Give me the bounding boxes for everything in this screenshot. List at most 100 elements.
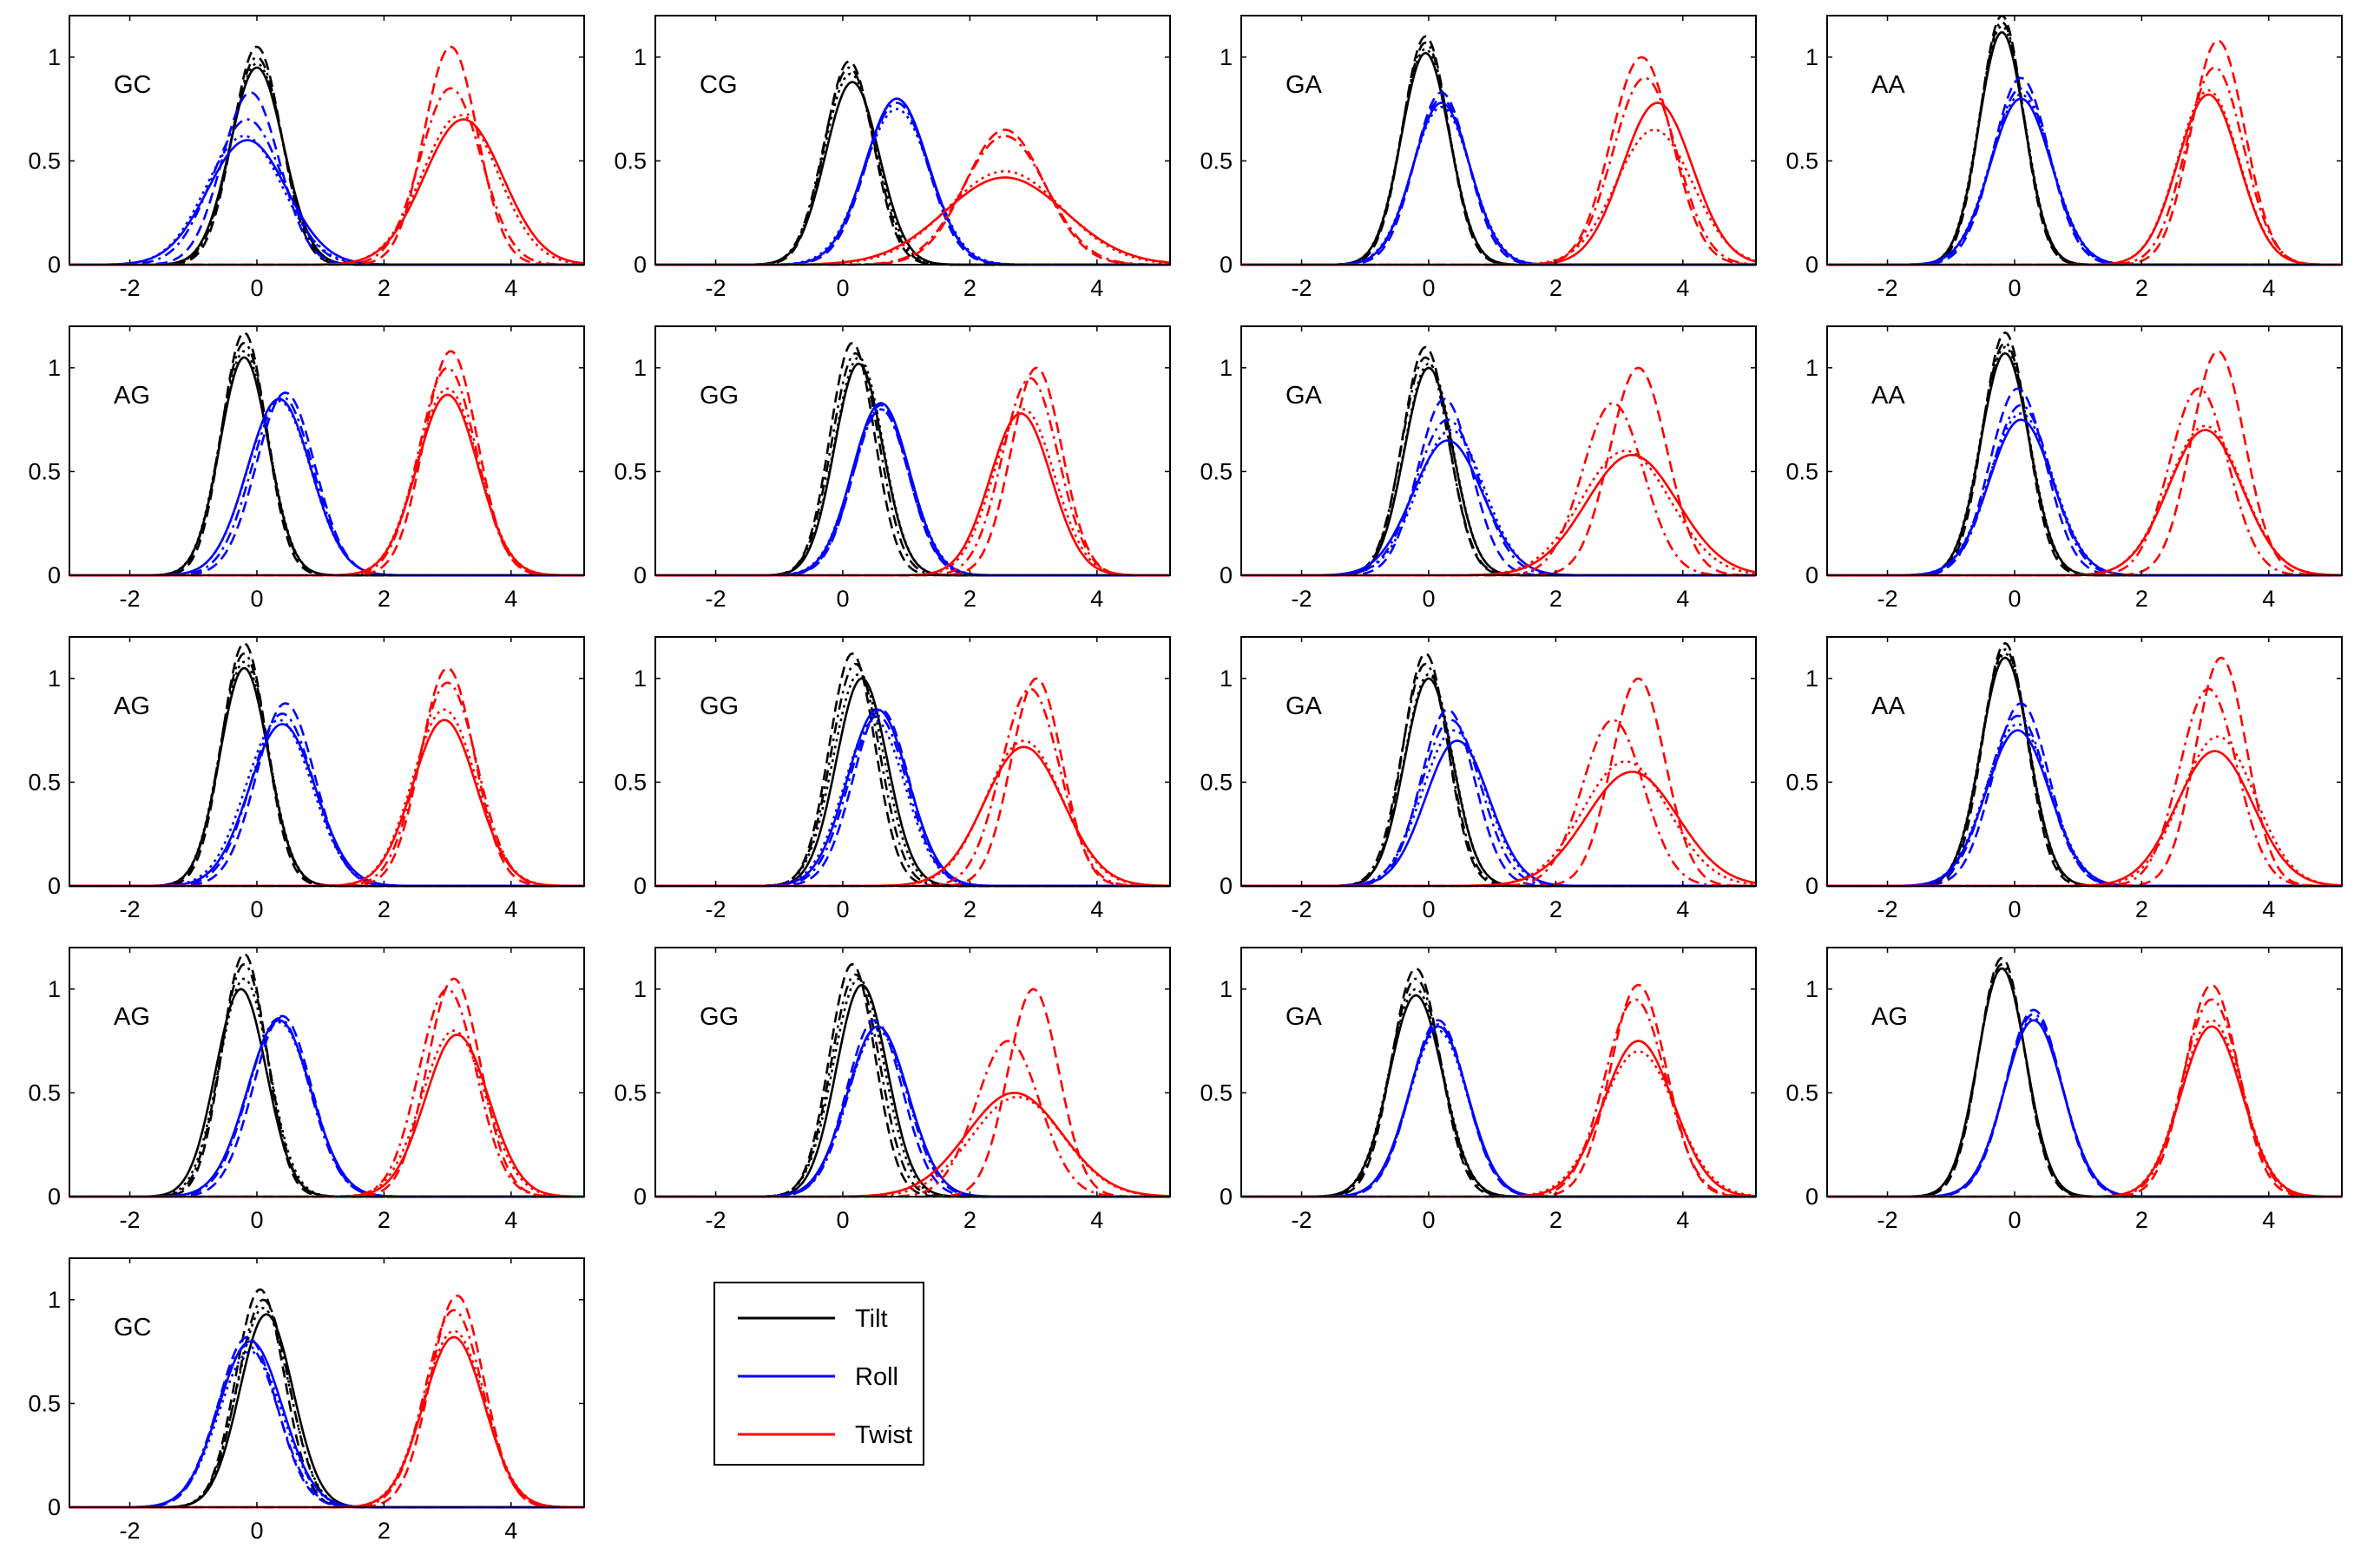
x-tick-label: 4 (2262, 1207, 2275, 1233)
y-tick-label: 0.5 (1785, 148, 1818, 174)
y-tick-label: 1 (48, 355, 61, 381)
x-tick-label: 2 (378, 1207, 391, 1233)
y-tick-label: 1 (1220, 666, 1233, 692)
axes-frame (654, 636, 1171, 887)
legend-label-roll: Roll (855, 1363, 898, 1391)
panels: -2 0 2 4 0 0.5 1 GC -2 0 2 4 0 0.5 1 CG -2 0 2 4 0 0.5 1 GA -2 0 2… (28, 14, 2343, 1544)
y-tick-label: 0.5 (1200, 148, 1233, 174)
legend-box: Tilt Roll Twist (713, 1282, 924, 1466)
x-tick-label: -2 (1292, 586, 1312, 612)
y-tick-label: 0 (1805, 562, 1818, 588)
axes-frame (1240, 15, 1757, 266)
panel-label: AA (1871, 71, 1905, 99)
x-tick-label: -2 (1877, 1207, 1898, 1233)
panel-5: -2 0 2 4 0 0.5 1 AG (28, 325, 585, 612)
x-tick-label: 4 (504, 1518, 517, 1544)
axes-frame (1240, 947, 1757, 1197)
axes-frame (69, 1257, 585, 1508)
x-tick-label: 2 (378, 275, 391, 301)
y-tick-label: 1 (634, 355, 647, 381)
y-tick-label: 0.5 (1200, 458, 1233, 484)
y-tick-label: 0.5 (28, 769, 61, 795)
axes-frame (1240, 636, 1757, 887)
axes-frame (69, 636, 585, 887)
panel-label: GA (1285, 71, 1323, 99)
panel-14: -2 0 2 4 0 0.5 1 GG (614, 947, 1171, 1233)
x-tick-label: 0 (2008, 586, 2021, 612)
roll-curve-dashed (69, 702, 584, 888)
y-tick-label: 0.5 (1785, 1079, 1818, 1105)
x-tick-label: 2 (378, 1518, 391, 1544)
x-tick-label: -2 (1292, 896, 1312, 922)
twist-curve-dashed (69, 977, 584, 1198)
axes-frame (1826, 15, 2343, 266)
axes-frame (654, 325, 1171, 576)
y-tick-label: 1 (634, 666, 647, 692)
x-tick-label: 0 (250, 586, 263, 612)
axes-frame (1826, 636, 2343, 887)
x-tick-label: 0 (1422, 275, 1435, 301)
panel-label: CG (700, 71, 738, 99)
panel-16: -2 0 2 4 0 0.5 1 AG (1785, 947, 2343, 1233)
x-tick-label: 4 (1090, 1207, 1103, 1233)
x-tick-label: -2 (120, 586, 141, 612)
x-tick-label: -2 (1292, 275, 1312, 301)
panel-9: -2 0 2 4 0 0.5 1 AG (28, 636, 585, 922)
y-tick-label: 0 (48, 1184, 61, 1210)
y-tick-label: 0 (634, 873, 647, 899)
twist-curve-dashdot (655, 1040, 1170, 1198)
x-tick-label: 2 (378, 896, 391, 922)
x-tick-label: 0 (2008, 1207, 2021, 1233)
x-tick-label: -2 (120, 896, 141, 922)
panel-label: GA (1285, 1003, 1323, 1031)
panel-label: AG (1871, 1003, 1908, 1031)
y-tick-label: 1 (48, 666, 61, 692)
y-tick-label: 0 (1805, 873, 1818, 899)
panel-11: -2 0 2 4 0 0.5 1 GA (1200, 636, 1757, 922)
y-tick-label: 1 (634, 976, 647, 1002)
x-tick-label: 0 (250, 1207, 263, 1233)
legend-label-twist: Twist (855, 1421, 912, 1449)
roll-curve-dashdot (655, 102, 1170, 266)
twist-curve-dashed (1827, 983, 2342, 1198)
x-tick-label: 0 (2008, 275, 2021, 301)
y-tick-label: 0 (1220, 252, 1233, 278)
x-tick-label: 0 (1422, 586, 1435, 612)
y-tick-label: 0 (1805, 252, 1818, 278)
x-tick-label: 4 (2262, 586, 2275, 612)
axes-frame (1826, 325, 2343, 576)
x-tick-label: 4 (2262, 275, 2275, 301)
x-tick-label: -2 (120, 275, 141, 301)
panel-15: -2 0 2 4 0 0.5 1 GA (1200, 947, 1757, 1233)
y-tick-label: 0 (1220, 873, 1233, 899)
panel-label: GC (114, 1314, 152, 1342)
panel-label: GA (1285, 382, 1323, 410)
roll-curve-dashed (69, 391, 584, 577)
y-tick-label: 0.5 (1200, 1079, 1233, 1105)
x-tick-label: 0 (250, 896, 263, 922)
axes-frame (1240, 325, 1757, 576)
y-tick-label: 0.5 (28, 148, 61, 174)
y-tick-label: 1 (1220, 44, 1233, 70)
panel-label: AA (1871, 382, 1905, 410)
twist-curve-dashed (655, 128, 1170, 266)
panel-2: -2 0 2 4 0 0.5 1 CG (614, 15, 1171, 301)
panel-4: -2 0 2 4 0 0.5 1 AA (1785, 14, 2343, 301)
x-tick-label: -2 (1292, 1207, 1312, 1233)
y-tick-label: 1 (48, 1287, 61, 1313)
y-tick-label: 1 (634, 44, 647, 70)
roll-curve-dotted (69, 1350, 584, 1509)
panel-label: GG (700, 1003, 739, 1031)
x-tick-label: 2 (1549, 896, 1562, 922)
twist-curve-dashed (655, 987, 1170, 1198)
x-tick-label: 4 (504, 586, 517, 612)
x-tick-label: -2 (706, 586, 727, 612)
axes-frame (654, 947, 1171, 1197)
roll-curve-dashdot (1827, 714, 2342, 888)
x-tick-label: -2 (1877, 275, 1898, 301)
y-tick-label: 1 (1805, 355, 1818, 381)
twist-curve-dashdot (1241, 76, 1757, 266)
roll-curve-dashdot (69, 712, 584, 888)
x-tick-label: 2 (1549, 1207, 1562, 1233)
